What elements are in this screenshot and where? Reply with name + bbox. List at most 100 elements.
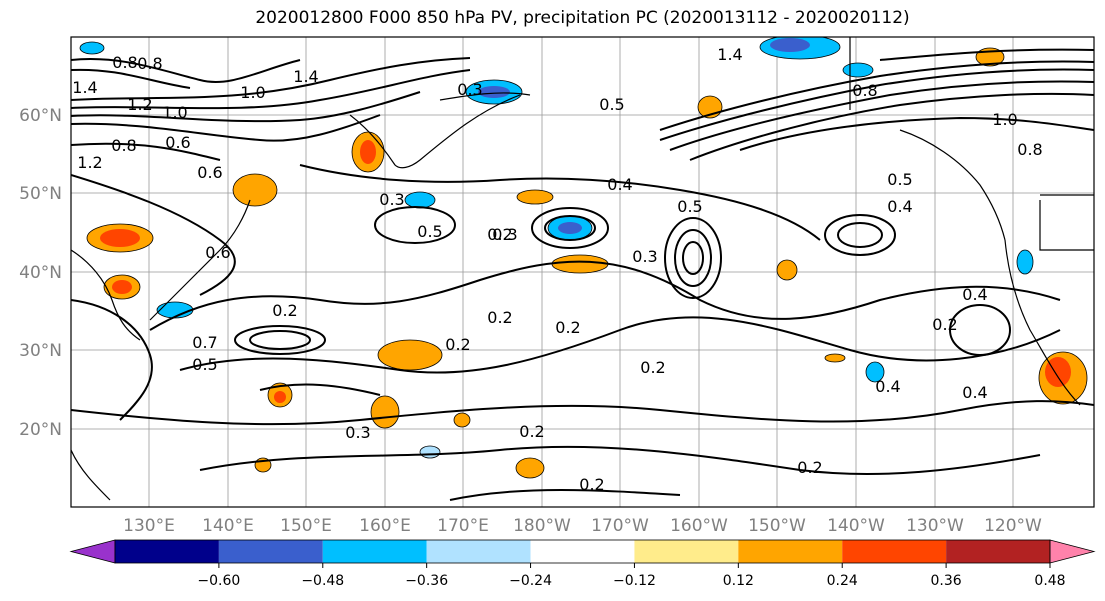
pv-contour [659, 68, 1094, 141]
lon-tick-label: 130°W [906, 516, 964, 536]
pv-contours [71, 48, 1094, 501]
contour-value-label: 0.2 [519, 422, 544, 441]
precip-patch-negative [865, 361, 885, 383]
precip-core-positive [274, 391, 286, 403]
precip-core-positive [100, 229, 140, 247]
colorbar-tick-label: 0.36 [931, 573, 962, 589]
pv-contour [879, 48, 1094, 61]
colorbar-tick-label: −0.48 [301, 573, 344, 589]
colorbar-segment [322, 540, 427, 563]
lat-tick-label: 20°N [19, 420, 62, 440]
contour-value-label: 1.2 [127, 95, 152, 114]
pv-contour [669, 80, 1094, 151]
pv-contour [71, 299, 153, 421]
precip-patch-negative [156, 301, 194, 319]
lon-tick-label: 170°W [591, 516, 649, 536]
lon-tick-label: 180°W [513, 516, 571, 536]
colorbar-tick-label: 0.48 [1034, 573, 1065, 589]
precip-patch-negative [79, 41, 105, 55]
contour-value-label: 0.4 [962, 285, 987, 304]
lon-tick-label: 160°W [670, 516, 728, 536]
contour-value-label: 0.6 [197, 163, 222, 182]
lat-tick-label: 60°N [19, 106, 62, 126]
contour-value-label: 0.8 [111, 136, 136, 155]
colorbar-tick-label: −0.60 [197, 573, 240, 589]
pv-contour [149, 260, 1061, 331]
latitude-labels: 60°N 50°N 40°N 30°N 20°N [19, 106, 62, 440]
colorbar-segment [634, 540, 739, 563]
contour-value-label: 0.8 [137, 54, 162, 73]
coastline [349, 94, 521, 169]
contour-value-label: 0.5 [599, 95, 624, 114]
pv-contour [682, 241, 704, 275]
contour-value-label: 0.8 [1017, 140, 1042, 159]
colorbar-extend-low [69, 539, 116, 564]
coastlines [71, 37, 1094, 501]
pv-contour [71, 400, 1094, 426]
pv-contour [659, 60, 1094, 131]
pv-contour [449, 489, 681, 501]
contour-value-label: 0.3 [379, 190, 404, 209]
contour-value-label: 0.2 [932, 315, 957, 334]
pv-contour [259, 383, 381, 396]
contour-value-label: 1.4 [293, 67, 318, 86]
contour-value-label: 0.2 [487, 308, 512, 327]
pv-contour [71, 91, 421, 123]
precip-patch-positive [232, 173, 278, 207]
pv-contour [199, 445, 1041, 475]
colorbar-tick-label: −0.12 [613, 573, 656, 589]
contour-value-label: 0.4 [607, 175, 632, 194]
precip-patch-positive [515, 457, 545, 479]
lon-tick-label: 150°E [280, 516, 332, 536]
contour-value-label: 0.8 [112, 53, 137, 72]
map-title: 2020012800 F000 850 hPa PV, precipitatio… [255, 8, 910, 28]
colorbar-extend-high [1049, 539, 1096, 564]
pv-contour [71, 142, 221, 161]
contour-value-label: 0.5 [417, 222, 442, 241]
coastline [71, 249, 141, 341]
pv-contour [71, 57, 471, 101]
contour-value-label: 0.5 [192, 355, 217, 374]
contour-value-label: 0.2 [797, 458, 822, 477]
precip-core-negative [478, 86, 510, 98]
contour-value-label: 1.4 [72, 78, 97, 97]
contour-value-label: 0.4 [875, 377, 900, 396]
lon-tick-label: 150°W [748, 516, 806, 536]
precip-patch-negative [842, 62, 874, 78]
colorbar-segment [842, 540, 947, 563]
contour-labels: 0.81.41.01.41.2 1.00.8 0.61.20.80.30.51.40… [72, 45, 1042, 494]
contour-value-label: 1.0 [992, 110, 1017, 129]
lon-tick-label: 170°E [437, 516, 489, 536]
contour-value-label: 0.2 [445, 335, 470, 354]
contour-value-label: 0.3 [632, 247, 657, 266]
contour-value-label: 0.2 [640, 358, 665, 377]
precip-patch-positive [824, 353, 846, 363]
precip-patch-negative [404, 191, 436, 209]
pv-contour [71, 58, 301, 83]
precip-patch-positive [776, 259, 798, 281]
precip-patch-positive [377, 339, 443, 371]
colorbar-segment [946, 540, 1050, 563]
lon-tick-label: 140°W [827, 516, 885, 536]
contour-value-label: 0.3 [345, 423, 370, 442]
contour-value-label: 0.7 [192, 333, 217, 352]
lat-tick-label: 40°N [19, 263, 62, 283]
precip-core-positive [112, 280, 132, 294]
gridlines [71, 37, 1094, 507]
longitude-labels: 130°E 140°E 150°E 160°E 170°E 180°W 170°W 160°W… [123, 516, 1042, 536]
pv-contour [249, 330, 311, 350]
colorbar-segment [426, 540, 531, 563]
pv-contour [689, 92, 1094, 161]
contour-value-label: 0.2 [487, 225, 512, 244]
pv-contour [674, 229, 712, 287]
contour-value-label: 0.8 [852, 81, 877, 100]
pv-contour [374, 206, 456, 244]
map-frame [70, 36, 1095, 508]
precip-core-positive [1045, 357, 1071, 387]
pv-contour [234, 325, 326, 355]
pv-contour [71, 114, 381, 142]
precip-core-positive [360, 140, 376, 164]
pv-contour [531, 207, 609, 249]
pv-contour [837, 222, 883, 248]
colorbar-segment [738, 540, 843, 563]
